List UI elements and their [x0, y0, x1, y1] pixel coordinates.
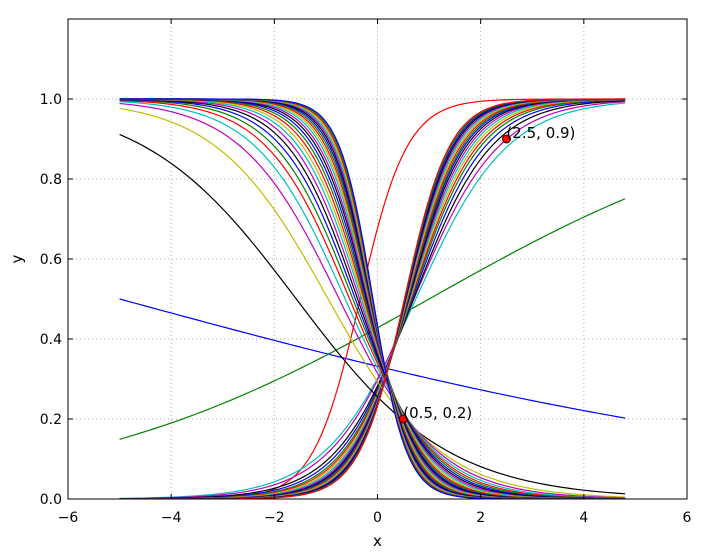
points-group: (2.5, 0.9) (0.5, 0.2)	[398, 124, 575, 424]
point-annotation-2: (0.5, 0.2)	[403, 404, 472, 422]
x-axis-label: x	[373, 532, 382, 550]
y-tick-label: 0.2	[40, 412, 62, 428]
x-tick-label: −4	[161, 510, 182, 526]
y-tick-label: 0.6	[40, 252, 62, 268]
x-tick-label: 6	[683, 510, 692, 526]
data-point-2	[398, 414, 408, 424]
series-line-4	[119, 102, 626, 499]
y-axis-label: y	[8, 254, 26, 263]
y-tick-label: 0.8	[40, 172, 62, 188]
y-tick-label: 1.0	[40, 92, 62, 108]
y-tick-label: 0.4	[40, 332, 62, 348]
series-line-5	[119, 101, 626, 499]
ticks-group: −6 −4 −2 0 2 4 6 0.0 0.2 0.4 0.6 0.8 1.0	[40, 19, 692, 526]
series-line-19	[119, 102, 626, 499]
data-point-1	[502, 134, 511, 144]
x-tick-label: 4	[579, 510, 588, 526]
series-line-21	[119, 99, 626, 499]
series-line-18	[119, 107, 626, 498]
x-tick-label: −6	[58, 510, 79, 526]
series-line-20	[119, 101, 626, 499]
series-line-17	[119, 133, 626, 495]
x-tick-label: 2	[476, 510, 485, 526]
x-tick-label: 0	[373, 510, 382, 526]
y-tick-label: 0.0	[40, 492, 62, 508]
series-line-22	[119, 99, 626, 499]
point-annotation-1: (2.5, 0.9)	[506, 124, 575, 142]
x-tick-label: −2	[264, 510, 285, 526]
